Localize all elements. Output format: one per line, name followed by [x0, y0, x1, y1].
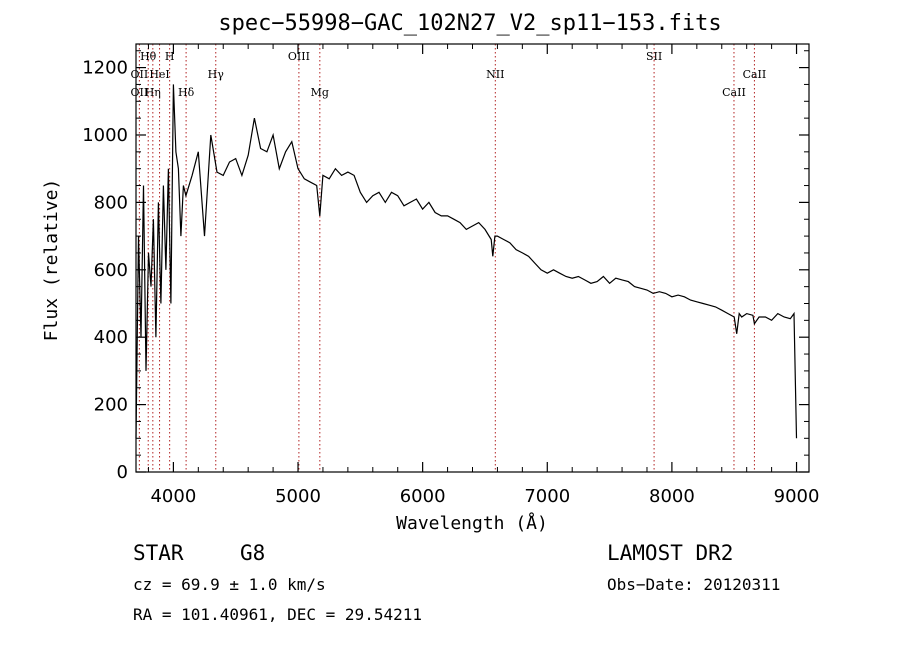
y-axis-label: Flux (relative): [41, 179, 62, 342]
line-annotation: OII: [131, 68, 149, 81]
y-tick-label: 1200: [82, 58, 128, 79]
x-tick-label: 5000: [275, 486, 321, 507]
y-tick-label: 1000: [82, 125, 128, 146]
chart-title: spec−55998−GAC_102N27_V2_sp11−153.fits: [218, 11, 721, 36]
spectrum-line: [135, 84, 798, 439]
x-tick-label: 8000: [649, 486, 695, 507]
x-tick-label: 6000: [400, 486, 446, 507]
spectral-class: STAR: [133, 541, 184, 565]
observation-date: Obs−Date: 20120311: [607, 575, 780, 594]
x-tick-label: 9000: [774, 486, 820, 507]
line-annotation: NII: [486, 68, 504, 81]
line-annotation: SII: [646, 50, 662, 63]
line-annotation: CaII: [743, 68, 767, 81]
line-annotation: CaII: [722, 86, 746, 99]
line-annotation: H: [165, 50, 175, 63]
x-axis-ticks: 4000 5000 6000 7000 8000 9000: [147, 44, 820, 507]
line-annotation: Mg: [311, 86, 329, 99]
plot-frame: [135, 43, 810, 473]
spectral-subclass: G8: [240, 541, 265, 565]
y-tick-label: 600: [94, 260, 128, 281]
survey-name: LAMOST DR2: [607, 541, 733, 565]
x-axis-label: Wavelength (Å): [396, 512, 548, 534]
line-annotation: Hθ: [140, 50, 157, 63]
line-annotation: Hη: [145, 86, 161, 99]
line-annotation: HeI: [149, 68, 169, 81]
y-tick-label: 400: [94, 327, 128, 348]
x-tick-label: 7000: [524, 486, 570, 507]
redshift-cz: cz = 69.9 ± 1.0 km/s: [133, 575, 326, 594]
line-markers: [138, 44, 755, 472]
x-tick-label: 4000: [150, 486, 196, 507]
coordinates: RA = 101.40961, DEC = 29.54211: [133, 605, 422, 624]
y-axis-ticks: 0 200 400 600 800 1000 1200: [82, 50, 809, 483]
line-annotation: OIII: [288, 50, 310, 63]
y-tick-label: 800: [94, 192, 128, 213]
y-tick-label: 0: [117, 462, 128, 483]
line-annotation: OII: [131, 86, 149, 99]
line-annotation: Hδ: [178, 86, 195, 99]
line-annotation: Hγ: [208, 68, 225, 81]
y-tick-label: 200: [94, 395, 128, 416]
